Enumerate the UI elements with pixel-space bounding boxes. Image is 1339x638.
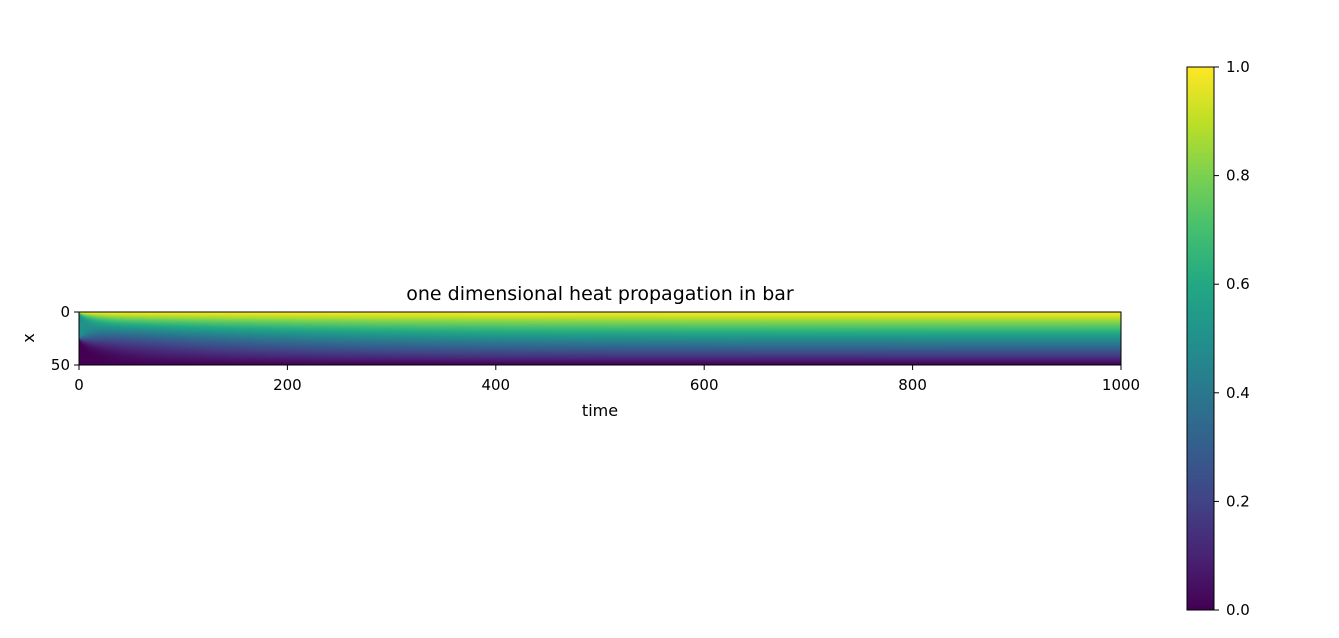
heatmap-image: [79, 312, 1121, 365]
colorbar-frame: [1186, 66, 1215, 611]
y-tick-label: 50: [51, 356, 70, 374]
chart-title: one dimensional heat propagation in bar: [406, 283, 794, 305]
y-axis: 0 50: [51, 303, 79, 374]
x-tick-label: 0: [74, 376, 84, 394]
colorbar-ticks: 0.0 0.2 0.4 0.6 0.8 1.0: [1214, 58, 1250, 619]
y-tick-label: 0: [60, 303, 70, 321]
colorbar-gradient: [1187, 67, 1214, 610]
x-axis-label: time: [582, 401, 618, 420]
heatmap-plot-area: [78, 311, 1122, 366]
plot-frame: [78, 311, 1122, 366]
colorbar-tick-label: 0.6: [1226, 275, 1250, 293]
x-tick-label: 200: [273, 376, 302, 394]
colorbar-tick-label: 1.0: [1226, 58, 1250, 76]
x-tick-label: 1000: [1102, 376, 1140, 394]
x-tick-label: 400: [481, 376, 510, 394]
x-tick-label: 800: [898, 376, 927, 394]
colorbar-tick-label: 0.8: [1226, 167, 1250, 185]
colorbar-tick-label: 0.0: [1226, 601, 1250, 619]
colorbar: 0.0 0.2 0.4 0.6 0.8 1.0: [1186, 58, 1250, 619]
colorbar-tick-label: 0.2: [1226, 492, 1250, 510]
x-axis: 0 200 400 600 800 1000: [74, 365, 1140, 394]
colorbar-tick-label: 0.4: [1226, 384, 1250, 402]
y-axis-label: x: [19, 333, 38, 342]
x-tick-label: 600: [690, 376, 719, 394]
